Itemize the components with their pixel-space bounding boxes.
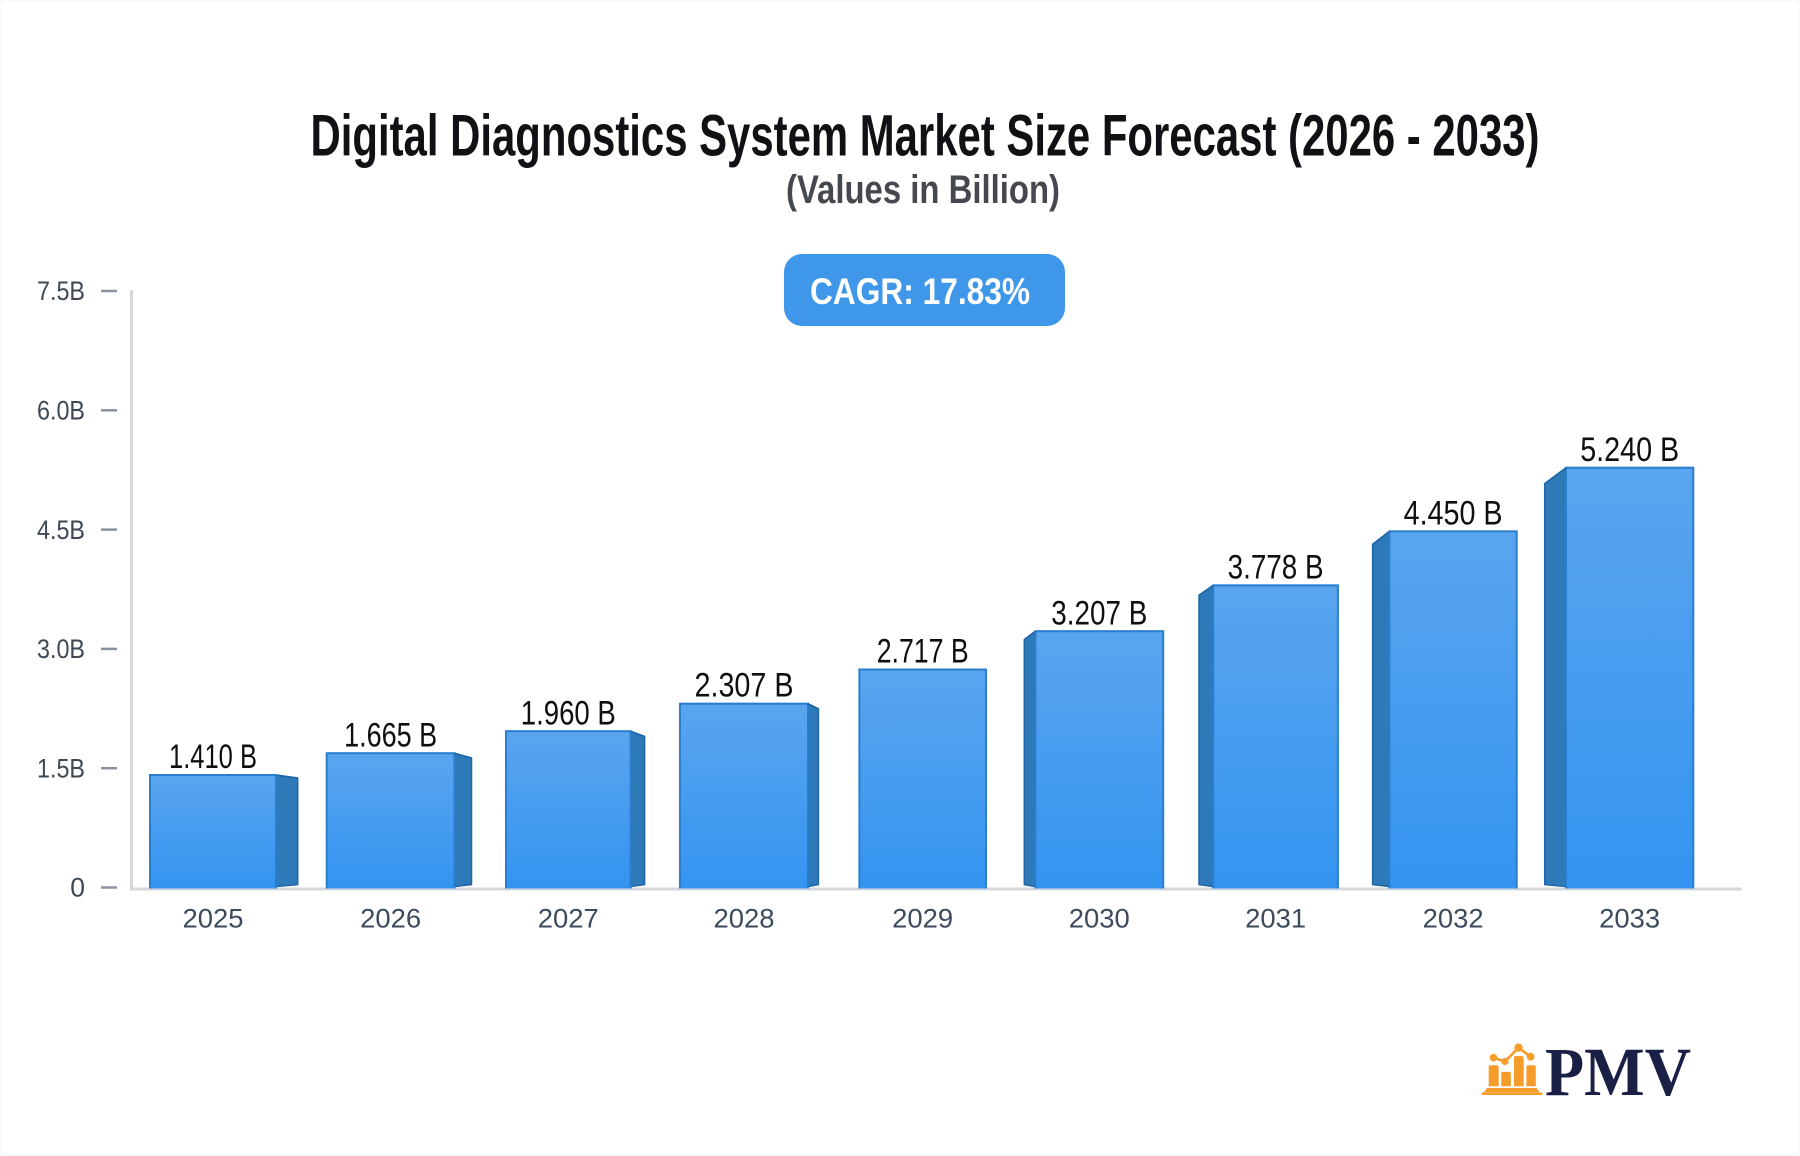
- svg-text:2026: 2026: [360, 904, 421, 934]
- svg-text:1.665 B: 1.665 B: [344, 716, 437, 754]
- svg-text:2.307 B: 2.307 B: [695, 667, 794, 705]
- svg-text:1.960 B: 1.960 B: [521, 694, 616, 732]
- svg-text:5.240 B: 5.240 B: [1580, 431, 1679, 469]
- svg-text:2025: 2025: [183, 904, 244, 934]
- svg-text:Digital Diagnostics System Mar: Digital Diagnostics System Market Size F…: [311, 103, 1540, 168]
- svg-text:4.450 B: 4.450 B: [1404, 494, 1503, 532]
- svg-text:3.0B: 3.0B: [37, 634, 85, 664]
- svg-text:2030: 2030: [1069, 904, 1130, 934]
- svg-text:3.778 B: 3.778 B: [1228, 548, 1324, 586]
- svg-text:2029: 2029: [892, 904, 953, 934]
- svg-text:1.5B: 1.5B: [37, 753, 85, 783]
- svg-text:CAGR: 17.83%: CAGR: 17.83%: [810, 271, 1030, 312]
- svg-text:7.5B: 7.5B: [37, 276, 85, 306]
- svg-text:4.5B: 4.5B: [37, 515, 85, 545]
- svg-text:(Values in Billion): (Values in Billion): [786, 168, 1060, 212]
- svg-text:2028: 2028: [714, 904, 775, 934]
- svg-text:3.207 B: 3.207 B: [1051, 594, 1147, 632]
- svg-text:2033: 2033: [1599, 904, 1660, 934]
- svg-text:2031: 2031: [1245, 904, 1306, 934]
- svg-text:2032: 2032: [1423, 904, 1484, 934]
- svg-text:2027: 2027: [538, 904, 599, 934]
- svg-text:PMV: PMV: [1545, 1034, 1691, 1110]
- svg-text:2.717 B: 2.717 B: [877, 633, 969, 671]
- svg-text:0: 0: [70, 873, 85, 903]
- svg-text:6.0B: 6.0B: [37, 396, 85, 426]
- svg-text:1.410 B: 1.410 B: [169, 738, 257, 776]
